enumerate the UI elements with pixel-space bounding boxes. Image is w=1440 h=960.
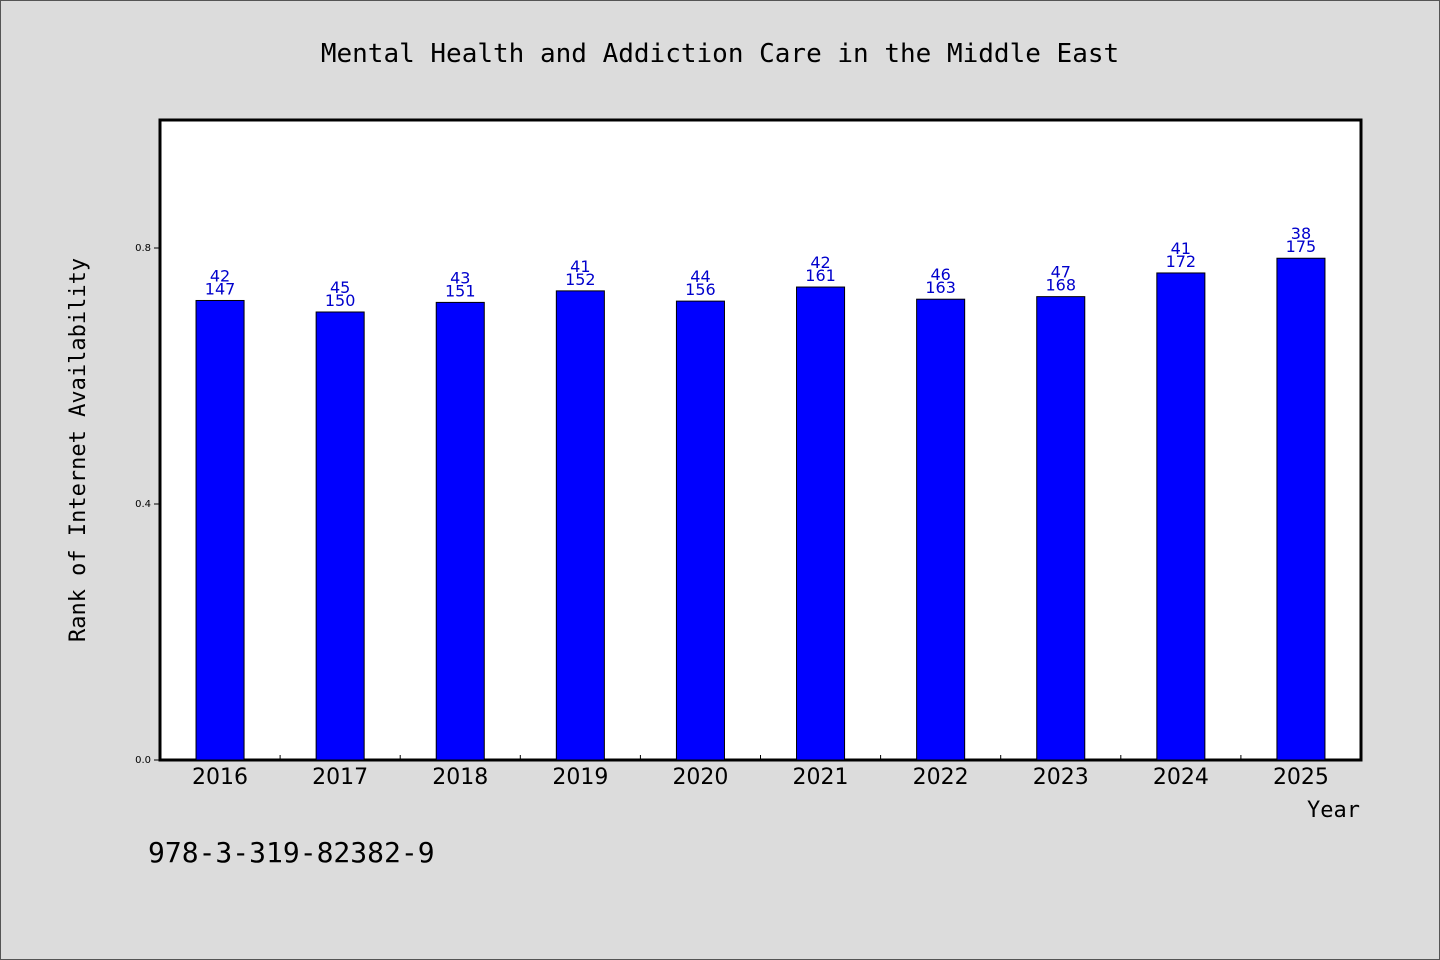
bar: [555, 290, 605, 761]
x-tick-label: 2024: [1153, 765, 1209, 790]
bar: [1036, 296, 1086, 761]
bar: [315, 311, 365, 761]
bar-label-top: 44: [690, 267, 710, 286]
x-tick-label: 2018: [432, 765, 488, 790]
bar-label-bottom: 156: [685, 280, 716, 299]
x-tick-label: 2021: [793, 765, 849, 790]
bar: [1276, 257, 1326, 761]
isbn-label: 978-3-319-82382-9: [148, 836, 435, 869]
x-tick-label: 2020: [672, 765, 728, 790]
bar-label-top: 42: [210, 266, 230, 285]
x-axis: 2016 2017 2018 2019 2020 2021 2022 2023 2024 2025: [192, 755, 1329, 790]
bar-label-top: 38: [1291, 224, 1311, 243]
x-axis-label: Year: [1307, 798, 1360, 823]
bar-label-bottom: 151: [445, 281, 476, 300]
bar-label-top: 43: [450, 268, 470, 287]
y-tick-label: 0.8: [135, 243, 151, 254]
bar-label-top: 41: [1171, 239, 1191, 258]
x-tick-label: 2016: [192, 765, 248, 790]
x-tick-label: 2019: [552, 765, 608, 790]
bar-label-bottom: 163: [925, 278, 956, 297]
bar-label-top: 42: [810, 253, 830, 272]
chart-title: Mental Health and Addiction Care in the …: [321, 39, 1119, 69]
y-tick-label: 0.4: [135, 499, 151, 510]
x-tick-label: 2022: [913, 765, 969, 790]
bar-label-bottom: 172: [1166, 252, 1197, 271]
bar-label-top: 45: [330, 278, 350, 297]
bar: [435, 301, 485, 761]
bar-label-top: 41: [570, 257, 590, 276]
bar: [675, 300, 725, 761]
bar: [195, 299, 245, 761]
bar: [1156, 272, 1206, 761]
bar-label-bottom: 150: [325, 291, 356, 310]
x-tick-label: 2025: [1273, 765, 1329, 790]
bar-label-bottom: 161: [805, 266, 836, 285]
bar-label-bottom: 168: [1045, 276, 1076, 295]
bar-label-top: 47: [1051, 263, 1071, 282]
y-tick-label: 0.0: [135, 755, 151, 766]
bar: [796, 286, 846, 761]
x-tick-label: 2017: [312, 765, 368, 790]
bar-label-bottom: 152: [565, 270, 596, 289]
bar-label-bottom: 147: [205, 279, 236, 298]
bar: [916, 298, 966, 761]
bar-label-top: 46: [930, 265, 950, 284]
y-axis-label: Rank of Internet Availability: [66, 258, 91, 642]
y-axis: 0.0 0.4 0.8: [135, 243, 160, 766]
x-tick-label: 2023: [1033, 765, 1089, 790]
bar-label-bottom: 175: [1286, 237, 1317, 256]
